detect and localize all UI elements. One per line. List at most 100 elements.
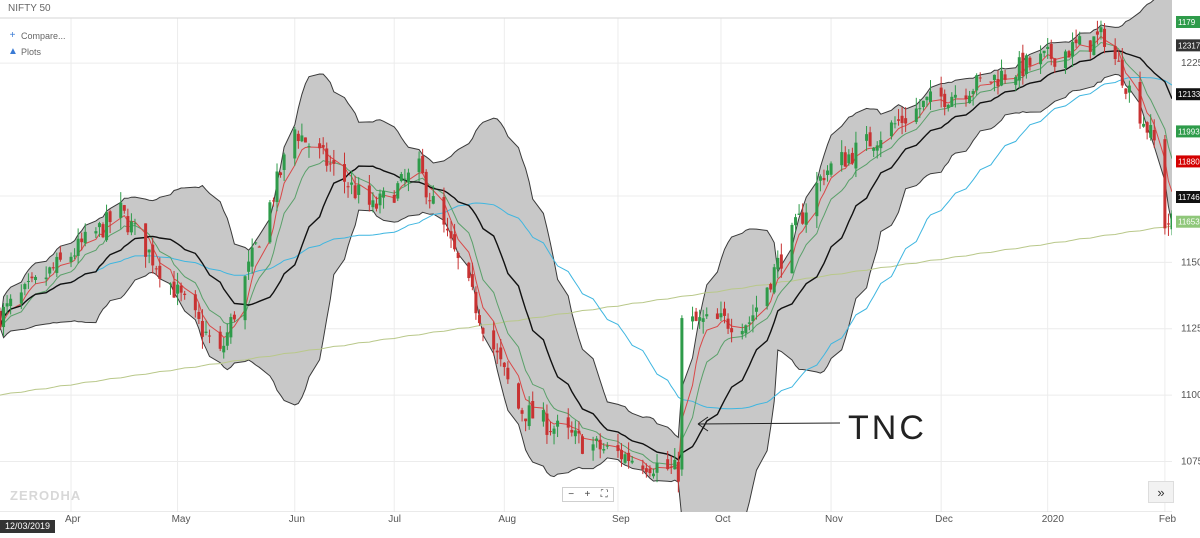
y-tick-label: 10750 — [1181, 457, 1200, 468]
scroll-to-latest-button[interactable]: » — [1148, 481, 1174, 503]
candle-body — [847, 154, 851, 164]
candle-body — [1120, 59, 1124, 86]
zoom-in-button[interactable]: + — [584, 488, 591, 500]
candle-body — [854, 142, 858, 169]
candle-body — [1117, 60, 1121, 62]
candle-body — [545, 413, 549, 435]
candle-body — [1124, 88, 1128, 94]
candle-body — [250, 247, 254, 267]
candle-body — [353, 185, 357, 199]
ema-slow-line — [0, 41, 1173, 469]
y-tick-label: 11500 — [1181, 257, 1200, 268]
candle-body — [399, 174, 403, 182]
candle-body — [19, 292, 23, 304]
price-tag — [1176, 155, 1200, 168]
candle-body — [548, 431, 552, 433]
candle-body — [357, 184, 361, 195]
candle-body — [300, 135, 304, 142]
candle-body — [779, 254, 783, 269]
zoom-out-button[interactable]: − — [568, 488, 575, 500]
band-fill — [0, 0, 1172, 538]
candle-body — [1113, 45, 1117, 60]
candle-body — [573, 430, 577, 437]
price-tag-label: 11993 — [1178, 127, 1200, 136]
instrument-title: NIFTY 50 — [8, 3, 51, 14]
candle-body — [1092, 36, 1096, 56]
x-tick-label: Aug — [498, 514, 516, 525]
candle-body — [680, 318, 684, 470]
candle-body — [676, 461, 680, 482]
candle-body — [627, 452, 631, 461]
candle-body — [826, 170, 830, 176]
candle-body — [794, 217, 798, 226]
candle-body — [168, 283, 172, 285]
candle-body — [552, 428, 556, 434]
candle-body — [620, 449, 624, 460]
candle-body — [580, 436, 584, 454]
candle-body — [1138, 81, 1142, 124]
candle-body — [406, 172, 410, 183]
tnc-arrow-head-bottom — [697, 423, 709, 432]
candle-body — [122, 205, 126, 211]
candle-body — [616, 445, 620, 452]
candle-body — [371, 200, 375, 208]
candle-body — [428, 200, 432, 202]
candle-body — [655, 463, 659, 473]
candle-body — [989, 81, 993, 83]
candle-body — [80, 238, 84, 243]
candle-body — [151, 244, 155, 266]
candle-body — [740, 330, 744, 335]
candle-body — [325, 148, 329, 166]
candle-body — [723, 308, 727, 316]
plots-button[interactable]: ▲ Plots — [8, 46, 41, 57]
candle-body — [1028, 57, 1032, 66]
candle-body — [328, 163, 332, 165]
candle-body — [243, 276, 247, 321]
candle-body — [58, 252, 62, 260]
candle-body — [804, 212, 808, 225]
candle-body — [495, 350, 499, 353]
candle-body — [94, 231, 98, 234]
candle-body — [1063, 51, 1067, 68]
candle-body — [598, 439, 602, 450]
x-tick-label: Dec — [935, 514, 953, 525]
candle-body — [183, 293, 187, 295]
compare-button[interactable]: + Compare... — [8, 30, 66, 41]
candle-body — [470, 274, 474, 287]
axis-background — [1172, 0, 1200, 512]
candle-body — [815, 183, 819, 217]
candle-body — [918, 108, 922, 110]
candle-body — [1088, 40, 1092, 52]
candle-body — [44, 277, 48, 280]
candle-body — [30, 276, 34, 279]
candle-body — [200, 320, 204, 337]
candle-body — [1127, 85, 1131, 93]
candle-body — [715, 313, 719, 319]
candle-body — [467, 262, 471, 279]
candle-body — [666, 459, 670, 470]
candle-body — [449, 231, 453, 239]
candle-body — [651, 473, 655, 477]
fit-screen-icon[interactable]: ⛶ — [600, 488, 608, 500]
candle-body — [1039, 53, 1043, 65]
candle-body — [822, 177, 826, 181]
candle-body — [158, 265, 162, 279]
price-tag — [1176, 191, 1200, 204]
candle-body — [975, 75, 979, 91]
triangle-up-icon: ▲ — [8, 46, 18, 57]
date-cursor-label: 12/03/2019 — [0, 520, 56, 533]
candle-body — [900, 115, 904, 124]
candle-body — [179, 285, 183, 293]
candle-body — [1152, 129, 1156, 141]
candle-body — [1145, 122, 1149, 133]
candle-body — [1003, 74, 1007, 80]
price-tag-label: 1179 — [1178, 18, 1196, 27]
candle-body — [705, 314, 709, 317]
candle-body — [641, 465, 645, 470]
candle-body — [1103, 28, 1107, 47]
candle-body — [829, 163, 833, 175]
candle-body — [1163, 139, 1167, 229]
candle-body — [698, 317, 702, 321]
